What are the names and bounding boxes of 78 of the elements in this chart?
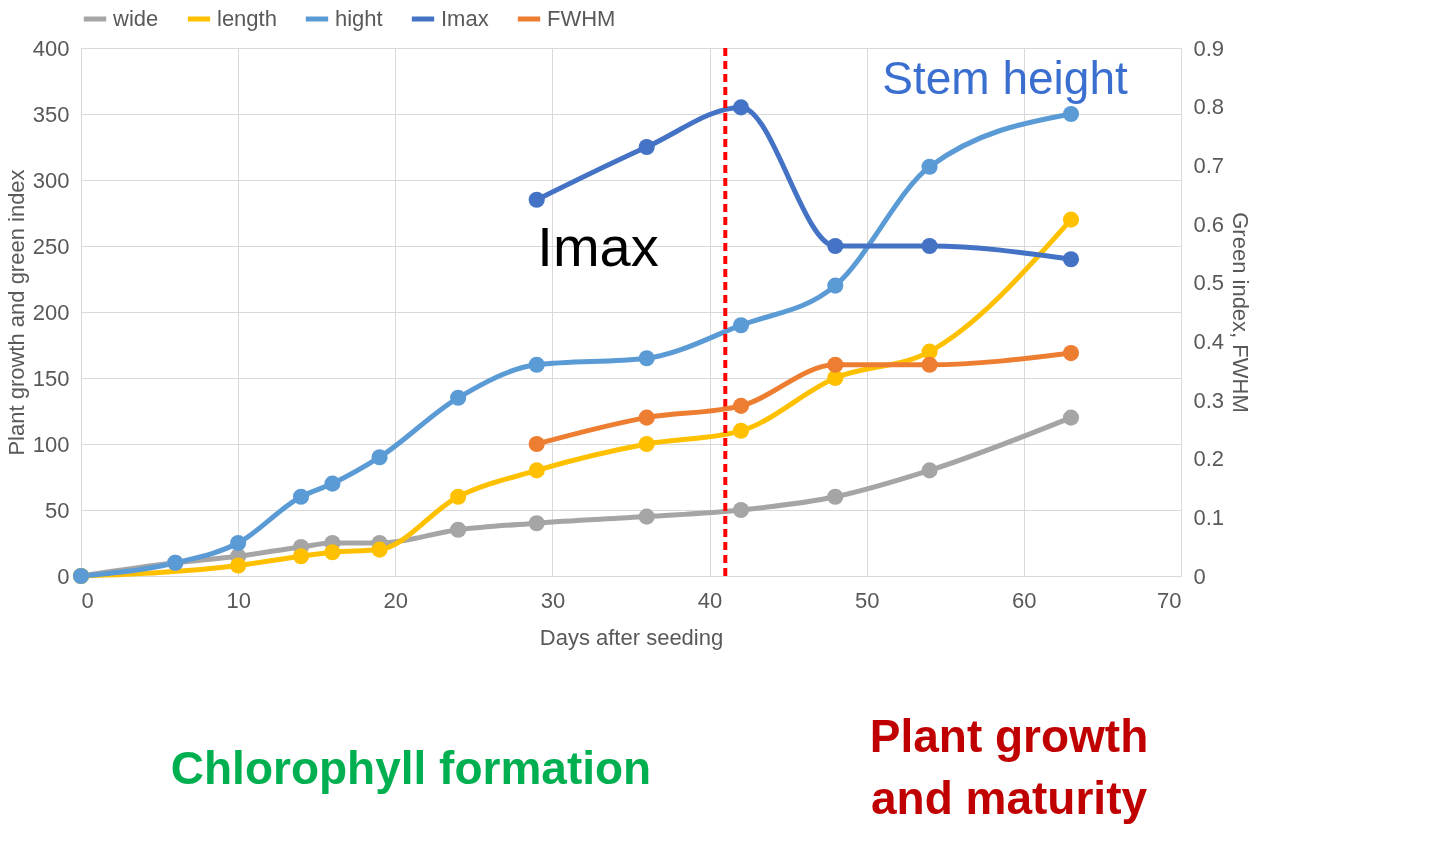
point [528, 515, 545, 532]
y2-tick-label: 0 [1193, 563, 1206, 589]
annotation: Imax [537, 214, 659, 278]
point [1062, 251, 1080, 268]
point [638, 508, 655, 525]
point [732, 501, 750, 519]
point [827, 277, 844, 294]
legend-label: length [217, 6, 277, 31]
y-tick-label: 100 [32, 431, 70, 457]
point [371, 449, 388, 466]
point [324, 475, 341, 492]
point [324, 544, 341, 561]
x-axis-title: Days after seeding [539, 624, 724, 650]
y2-tick-label: 0.8 [1193, 94, 1225, 120]
point [638, 138, 655, 156]
point [450, 389, 467, 406]
text: Chlorophyll formation [170, 742, 652, 794]
y2-tick-label: 0.5 [1193, 270, 1225, 296]
x-tick-label: 70 [1157, 587, 1182, 613]
legend-label: wide [112, 6, 159, 31]
x-tick-label: 10 [226, 587, 251, 613]
annotation: Stem height [882, 51, 1128, 104]
point [1062, 345, 1080, 362]
legend-label: hight [335, 6, 383, 31]
point [827, 237, 844, 255]
point [292, 488, 310, 505]
y-tick-label: 50 [45, 497, 70, 523]
point [732, 99, 750, 116]
point [528, 191, 545, 208]
point [732, 397, 750, 414]
legend-label: FWHM [547, 6, 616, 31]
point [638, 409, 655, 426]
y-tick-label: 400 [32, 35, 70, 61]
point [371, 541, 388, 558]
y2-tick-label: 0.9 [1193, 35, 1225, 61]
point [450, 521, 467, 538]
y-tick-label: 250 [32, 233, 70, 259]
x-tick-label: 30 [540, 587, 566, 613]
point [921, 158, 938, 175]
y-tick-label: 300 [32, 167, 70, 193]
point [1062, 105, 1080, 123]
y2-tick-label: 0.3 [1193, 387, 1225, 413]
x-tick-label: 20 [383, 587, 409, 613]
y2-axis-title: Green index, FWHM [1228, 212, 1254, 413]
y-tick-label: 150 [32, 365, 70, 391]
y-axis-title: Plant growth and green index [3, 169, 29, 456]
point [921, 462, 938, 479]
y2-tick-label: 0.1 [1193, 504, 1225, 530]
point [921, 237, 938, 255]
y2-tick-label: 0.4 [1193, 328, 1225, 354]
point [230, 557, 247, 574]
point [732, 317, 750, 334]
point [230, 534, 247, 552]
y-tick-label: 0 [57, 563, 70, 589]
y2-tick-label: 0.7 [1193, 152, 1225, 178]
y2-tick-label: 0.2 [1193, 446, 1225, 472]
point [528, 435, 545, 453]
point [450, 488, 467, 505]
y-tick-label: 200 [32, 299, 70, 325]
y-tick-label: 350 [32, 101, 70, 127]
point [292, 548, 310, 565]
legend-label: Imax [441, 6, 489, 31]
x-tick-label: 40 [697, 587, 723, 613]
x-tick-label: 0 [81, 587, 94, 613]
point [1062, 211, 1080, 228]
point [1062, 409, 1080, 426]
point [827, 356, 844, 373]
point [528, 462, 545, 479]
point [638, 350, 655, 367]
x-tick-label: 50 [854, 587, 880, 613]
point [732, 422, 750, 439]
point [827, 488, 844, 505]
point [528, 356, 545, 373]
y2-tick-label: 0.6 [1193, 211, 1225, 237]
x-tick-label: 60 [1012, 587, 1037, 613]
point [921, 356, 938, 373]
point [638, 435, 655, 453]
text: Plant growth and maturity [869, 710, 1149, 824]
